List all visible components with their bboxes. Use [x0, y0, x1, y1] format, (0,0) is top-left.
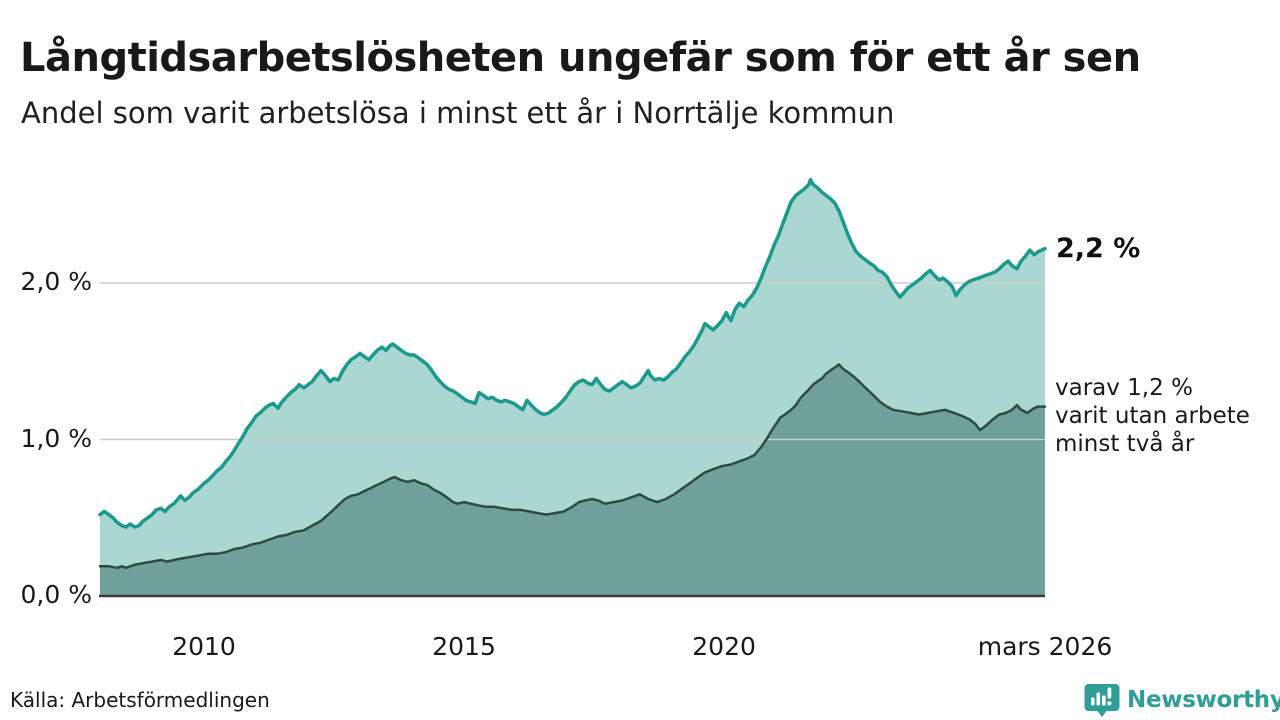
newsworthy-logo: Newsworthy	[1083, 681, 1280, 718]
series-line	[98, 177, 1047, 529]
series-area	[100, 364, 1045, 596]
x-axis-tick-label: mars 2026	[977, 632, 1113, 661]
annotation-latest-subset: varav 1,2 % varit utan arbete minst två …	[1055, 375, 1250, 457]
newsworthy-pin-chart-icon	[1084, 684, 1120, 717]
y-axis-tick-label: 2,0 %	[20, 267, 92, 296]
y-axis-tick-label: 0,0 %	[20, 580, 92, 609]
x-axis-tick-label: 2020	[692, 632, 756, 661]
series-line	[98, 363, 1047, 570]
newsworthy-wordmark: Newsworthy	[1127, 686, 1280, 713]
page-subtitle: Andel som varit arbetslösa i minst ett å…	[21, 96, 895, 130]
y-axis-tick-label: 1,0 %	[20, 423, 92, 453]
page-title: Långtidsarbetslösheten ungefär som för e…	[20, 34, 1141, 81]
annotation-latest-total: 2,2 %	[1056, 233, 1141, 264]
source-note: Källa: Arbetsförmedlingen	[10, 688, 270, 712]
x-axis-tick-label: 2015	[432, 632, 496, 661]
x-axis-tick-label: 2010	[172, 632, 236, 661]
